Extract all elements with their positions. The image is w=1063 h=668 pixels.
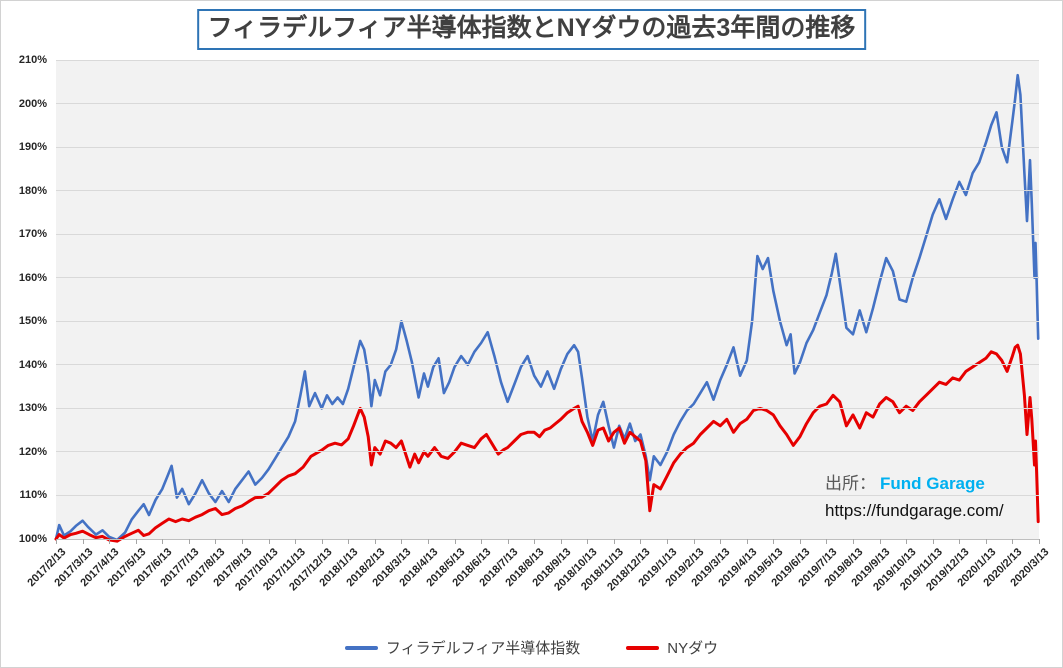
y-axis-label: 120%	[18, 445, 47, 458]
x-axis-tick	[1012, 539, 1014, 544]
x-axis-tick	[507, 539, 509, 544]
x-axis-tick	[720, 539, 722, 544]
y-axis-label: 200%	[18, 97, 47, 110]
x-axis-tick	[56, 539, 57, 544]
gridline	[56, 146, 1039, 148]
x-axis-tick	[427, 539, 429, 544]
x-axis-tick	[826, 539, 828, 544]
x-axis-tick	[241, 539, 243, 544]
chart-title: フィラデルフィア半導体指数とNYダウの過去3年間の推移	[196, 9, 867, 50]
plot-area	[54, 59, 1040, 543]
gridline	[56, 233, 1039, 235]
x-axis-tick	[879, 539, 881, 544]
x-axis-tick	[640, 539, 642, 544]
x-axis-tick	[374, 539, 376, 544]
source-note: 出所： Fund Garage https://fundgarage.com/	[825, 472, 1004, 523]
x-axis-tick	[481, 539, 483, 544]
x-axis-tick	[560, 539, 562, 544]
y-axis-label: 140%	[18, 358, 47, 371]
y-axis-label: 150%	[18, 315, 47, 328]
x-axis-tick	[932, 539, 934, 544]
x-axis-tick	[188, 539, 190, 544]
x-axis-tick	[906, 539, 908, 544]
x-axis-line	[56, 539, 1039, 540]
gridline	[56, 59, 1039, 61]
legend-item-sox: フィラデルフィア半導体指数	[344, 637, 581, 658]
y-axis-label: 190%	[18, 141, 47, 154]
x-axis-tick	[295, 539, 297, 544]
series-line-sox	[54, 73, 1040, 542]
y-axis-label: 160%	[18, 271, 47, 284]
y-axis-label: 180%	[18, 184, 47, 197]
series-line-dow	[54, 343, 1040, 543]
x-axis-tick	[667, 539, 669, 544]
gridline	[56, 407, 1039, 409]
gridline	[56, 451, 1039, 453]
x-axis-tick	[773, 539, 775, 544]
gridline	[56, 364, 1039, 366]
gridline	[56, 320, 1039, 322]
source-line: 出所： Fund Garage	[825, 472, 1004, 497]
x-axis-tick	[82, 539, 84, 544]
source-label: 出所：	[825, 474, 876, 493]
x-axis-tick	[613, 539, 615, 544]
x-axis-tick	[135, 539, 137, 544]
x-axis-tick	[587, 539, 589, 544]
y-axis-label: 100%	[18, 533, 47, 545]
x-axis-tick	[454, 539, 456, 544]
legend-item-dow: NYダウ	[626, 637, 718, 658]
x-axis-tick	[799, 539, 801, 544]
x-axis-tick	[109, 539, 111, 544]
series-plot	[54, 73, 1040, 543]
gridline	[56, 190, 1039, 192]
gridline	[56, 277, 1039, 279]
y-axis-label: 210%	[18, 54, 47, 66]
x-axis-tick	[162, 539, 164, 544]
legend-label-sox: フィラデルフィア半導体指数	[385, 640, 581, 657]
y-axis-label: 130%	[18, 402, 47, 415]
x-axis-tick	[959, 539, 961, 544]
x-axis-tick	[693, 539, 695, 544]
x-axis-tick	[746, 539, 748, 544]
x-axis-tick	[215, 539, 217, 544]
y-axis-label: 110%	[19, 489, 47, 502]
x-axis-tick	[534, 539, 536, 544]
y-axis-label: 170%	[18, 228, 47, 241]
gridline	[56, 103, 1039, 105]
legend-swatch-sox	[344, 645, 378, 650]
legend: フィラデルフィア半導体指数 NYダウ	[1, 637, 1062, 658]
x-axis-tick	[985, 539, 987, 544]
x-axis-tick	[1039, 539, 1040, 544]
x-axis-tick	[268, 539, 270, 544]
x-axis-tick	[853, 539, 855, 544]
source-brand: Fund Garage	[880, 474, 985, 493]
x-axis-tick	[321, 539, 323, 544]
source-url: https://fundgarage.com/	[825, 500, 1004, 520]
x-axis-tick	[401, 539, 403, 544]
legend-swatch-dow	[626, 645, 660, 650]
legend-label-dow: NYダウ	[667, 640, 719, 657]
x-axis-tick	[348, 539, 350, 544]
gridline	[56, 494, 1039, 496]
